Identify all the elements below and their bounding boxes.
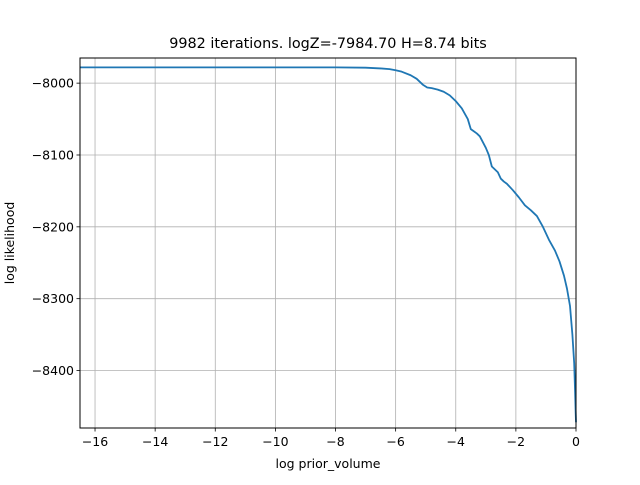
x-tick-label: −10 — [262, 434, 288, 449]
y-axis-label: log likelihood — [2, 202, 17, 285]
y-tick-label: −8100 — [32, 147, 74, 162]
x-tick-label: −8 — [326, 434, 344, 449]
y-tick-label: −8200 — [32, 219, 74, 234]
ticks: −16 −14 −12 −10 −8 −6 −4 −2 0 −8000 −8100 −8200 −830… — [32, 76, 580, 449]
x-axis-label: log prior_volume — [276, 456, 381, 471]
y-tick-label: −8400 — [32, 363, 74, 378]
x-tick-label: −6 — [386, 434, 404, 449]
chart-title: 9982 iterations. logZ=-7984.70 H=8.74 bi… — [169, 36, 487, 52]
x-tick-label: −12 — [202, 434, 228, 449]
y-tick-label: −8300 — [32, 291, 74, 306]
series-layer — [80, 66, 577, 423]
y-tick-label: −8000 — [32, 76, 74, 91]
series-line — [80, 66, 577, 423]
x-tick-label: −4 — [447, 434, 465, 449]
x-tick-label: −2 — [507, 434, 525, 449]
x-tick-label: 0 — [572, 434, 580, 449]
plot-frame — [79, 57, 577, 429]
x-tick-label: −14 — [142, 434, 168, 449]
x-tick-label: −16 — [82, 434, 108, 449]
grid — [80, 58, 577, 428]
